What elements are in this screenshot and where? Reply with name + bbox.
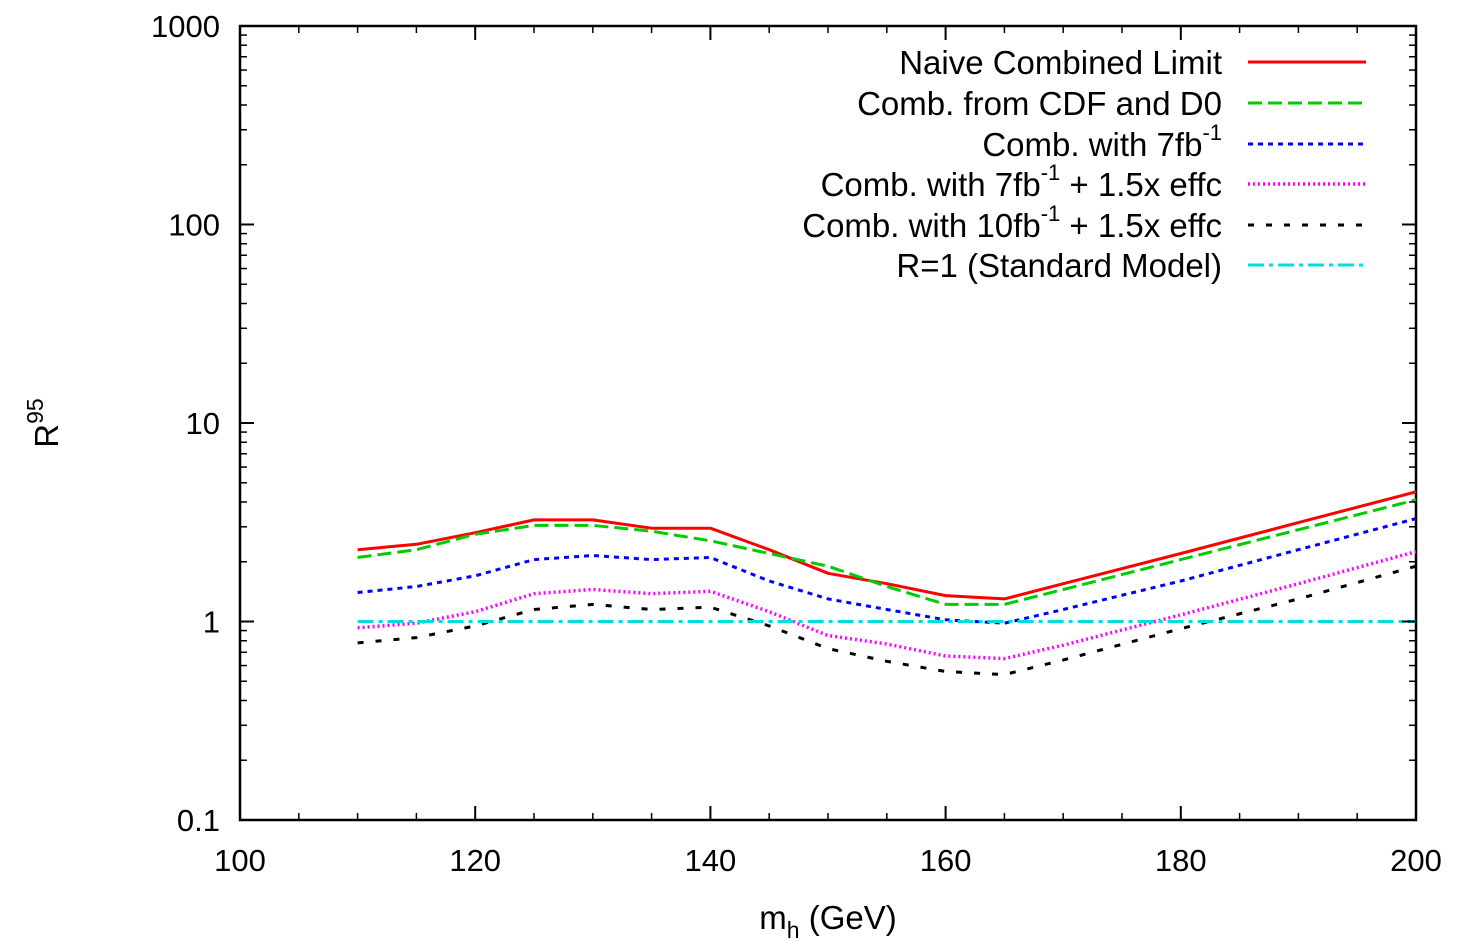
plot-border [238,24,1418,822]
x-tick-label: 120 [449,843,501,878]
legend-label: Comb. with 7fb-1 [982,120,1222,163]
axes: 100 120 140 160 180 200 0.1 1 10 100 1000 mh (GeV) R… [22,9,1442,941]
y-tick-label: 10 [186,406,220,441]
plot-area [238,24,1418,822]
legend-label: Comb. with 10fb-1 + 1.5x effc [802,201,1222,244]
x-tick-label: 200 [1390,843,1442,878]
legend: Naive Combined Limit Comb. from CDF and D… [802,44,1366,284]
series-layer [357,490,1417,677]
series-line [357,490,1417,601]
series-line [357,549,1417,661]
x-tick-label: 180 [1155,843,1207,878]
y-tick-label: 100 [168,208,220,243]
legend-label: R=1 (Standard Model) [896,247,1222,284]
x-tick-label: 140 [685,843,737,878]
series-line [357,498,1417,606]
legend-label: Comb. from CDF and D0 [857,85,1222,122]
y-tick-label: 0.1 [177,803,220,838]
legend-label: Naive Combined Limit [899,44,1222,81]
y-tick-label: 1000 [151,9,220,44]
y-tick-label: 1 [203,605,220,640]
series-line [357,564,1417,677]
x-tick-label: 160 [920,843,972,878]
y-axis-title: R95 [22,398,65,447]
legend-label: Comb. with 7fb-1 + 1.5x effc [821,160,1222,203]
series-line [357,517,1417,625]
x-tick-label: 100 [214,843,266,878]
x-axis-title: mh (GeV) [759,899,896,941]
